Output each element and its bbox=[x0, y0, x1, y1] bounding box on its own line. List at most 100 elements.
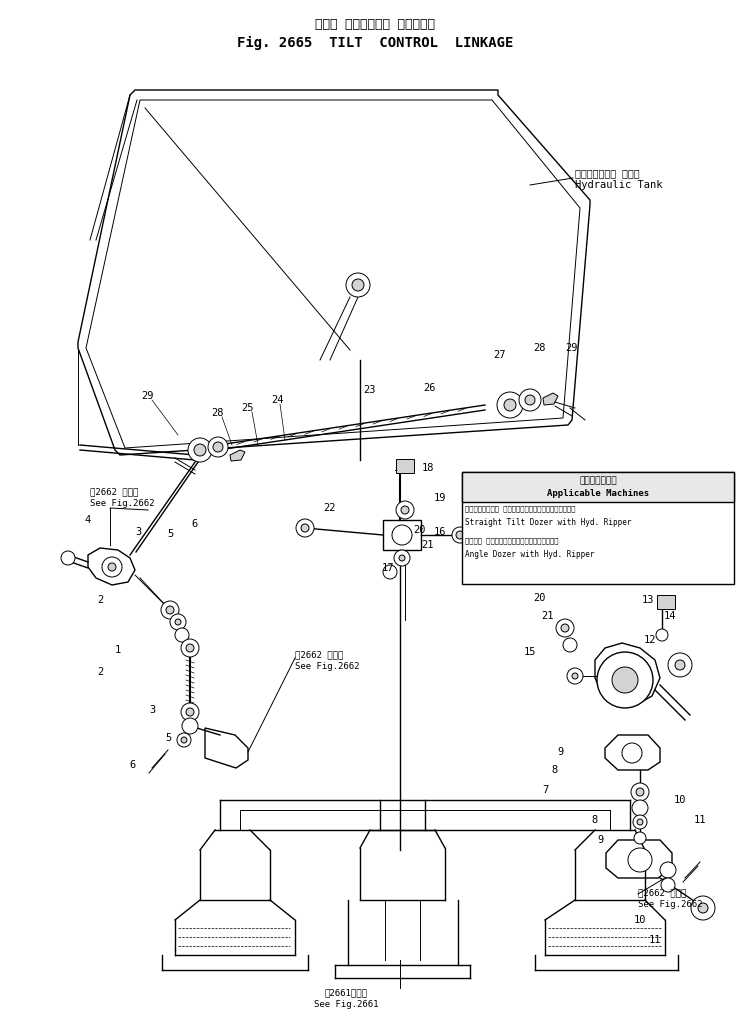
Circle shape bbox=[170, 614, 186, 630]
Bar bbox=[462, 472, 734, 584]
Text: 12: 12 bbox=[644, 635, 656, 645]
Circle shape bbox=[556, 619, 574, 637]
Text: 9: 9 bbox=[597, 835, 603, 845]
Text: Applicable Machines: Applicable Machines bbox=[547, 489, 649, 498]
Text: 22: 22 bbox=[324, 503, 336, 513]
Text: 24: 24 bbox=[272, 395, 284, 405]
Text: ストレートチルト ドーザハイドロリックリッパー装備車: ストレートチルト ドーザハイドロリックリッパー装備車 bbox=[465, 505, 575, 512]
Circle shape bbox=[394, 550, 410, 566]
Circle shape bbox=[399, 555, 405, 561]
Text: チルト コントロール リンケージ: チルト コントロール リンケージ bbox=[315, 18, 435, 31]
Circle shape bbox=[182, 718, 198, 734]
Text: 27: 27 bbox=[493, 350, 506, 360]
Text: 17: 17 bbox=[382, 563, 394, 573]
Bar bbox=[396, 459, 414, 473]
Circle shape bbox=[181, 737, 187, 743]
Circle shape bbox=[497, 392, 523, 418]
Circle shape bbox=[668, 653, 692, 677]
Circle shape bbox=[175, 628, 189, 642]
Circle shape bbox=[161, 601, 179, 619]
Circle shape bbox=[296, 519, 314, 537]
Text: 15: 15 bbox=[523, 647, 536, 657]
Text: See Fig.2662: See Fig.2662 bbox=[295, 662, 360, 671]
Circle shape bbox=[656, 629, 668, 641]
Text: See Fig.2662: See Fig.2662 bbox=[638, 900, 702, 909]
Circle shape bbox=[504, 399, 516, 411]
Circle shape bbox=[188, 438, 212, 462]
Text: 7: 7 bbox=[542, 785, 548, 795]
Text: 29: 29 bbox=[566, 343, 578, 353]
Text: Angle Dozer with Hyd. Ripper: Angle Dozer with Hyd. Ripper bbox=[465, 550, 595, 559]
Text: 28: 28 bbox=[212, 408, 225, 418]
Circle shape bbox=[698, 903, 708, 914]
Text: 1: 1 bbox=[115, 645, 121, 655]
Text: 8: 8 bbox=[552, 765, 558, 775]
Text: 16: 16 bbox=[434, 527, 446, 537]
Circle shape bbox=[186, 644, 194, 652]
Circle shape bbox=[301, 524, 309, 532]
Text: 11: 11 bbox=[649, 935, 661, 945]
Circle shape bbox=[392, 525, 412, 545]
Text: 20: 20 bbox=[414, 525, 427, 535]
Circle shape bbox=[561, 624, 569, 632]
Text: 3: 3 bbox=[149, 705, 155, 715]
Circle shape bbox=[634, 832, 646, 844]
Text: 適　用　機　種: 適 用 機 種 bbox=[579, 476, 617, 485]
Text: 10: 10 bbox=[634, 915, 647, 925]
Circle shape bbox=[637, 819, 643, 825]
Circle shape bbox=[622, 743, 642, 763]
Text: 2: 2 bbox=[97, 595, 103, 605]
Circle shape bbox=[346, 273, 370, 297]
Circle shape bbox=[636, 788, 644, 796]
Text: 第2662 図参照: 第2662 図参照 bbox=[638, 888, 686, 897]
Text: 26: 26 bbox=[424, 383, 436, 393]
Text: 4: 4 bbox=[85, 515, 91, 525]
Circle shape bbox=[186, 708, 194, 716]
Circle shape bbox=[612, 667, 638, 693]
Bar bbox=[383, 520, 421, 550]
Circle shape bbox=[213, 442, 223, 452]
Text: 23: 23 bbox=[363, 385, 376, 395]
Text: 6: 6 bbox=[192, 519, 198, 529]
Circle shape bbox=[519, 389, 541, 411]
Circle shape bbox=[525, 395, 535, 405]
Text: 第2662 図参照: 第2662 図参照 bbox=[295, 650, 343, 659]
Text: 8: 8 bbox=[592, 815, 598, 825]
Text: 10: 10 bbox=[674, 795, 686, 805]
Circle shape bbox=[208, 437, 228, 457]
Text: 5: 5 bbox=[167, 529, 173, 539]
Text: 9: 9 bbox=[557, 747, 563, 757]
Text: 28: 28 bbox=[534, 343, 546, 353]
Text: 20: 20 bbox=[534, 593, 546, 603]
Circle shape bbox=[631, 783, 649, 801]
Circle shape bbox=[675, 660, 685, 670]
Bar bbox=[462, 472, 734, 502]
Text: 21: 21 bbox=[422, 540, 434, 550]
Text: 18: 18 bbox=[422, 463, 434, 473]
Circle shape bbox=[633, 815, 647, 829]
Text: 11: 11 bbox=[694, 815, 706, 825]
Circle shape bbox=[660, 862, 676, 878]
Circle shape bbox=[175, 619, 181, 625]
Polygon shape bbox=[230, 450, 245, 461]
Circle shape bbox=[352, 279, 364, 291]
Circle shape bbox=[567, 668, 583, 684]
Circle shape bbox=[563, 638, 577, 652]
Circle shape bbox=[452, 527, 468, 543]
Circle shape bbox=[456, 531, 464, 539]
Bar bbox=[657, 595, 675, 609]
Text: Fig. 2665  TILT  CONTROL  LINKAGE: Fig. 2665 TILT CONTROL LINKAGE bbox=[237, 36, 513, 50]
Text: See Fig.2661: See Fig.2661 bbox=[314, 1000, 379, 1009]
Circle shape bbox=[401, 506, 409, 514]
Text: 29: 29 bbox=[142, 391, 154, 401]
Circle shape bbox=[102, 557, 122, 577]
Text: 3: 3 bbox=[135, 527, 141, 537]
Circle shape bbox=[628, 848, 652, 872]
Text: 6: 6 bbox=[129, 760, 135, 770]
Circle shape bbox=[194, 444, 206, 456]
Circle shape bbox=[572, 673, 578, 679]
Text: 5: 5 bbox=[165, 733, 171, 743]
Text: See Fig.2662: See Fig.2662 bbox=[90, 499, 155, 508]
Circle shape bbox=[396, 501, 414, 519]
Text: 13: 13 bbox=[642, 595, 654, 605]
